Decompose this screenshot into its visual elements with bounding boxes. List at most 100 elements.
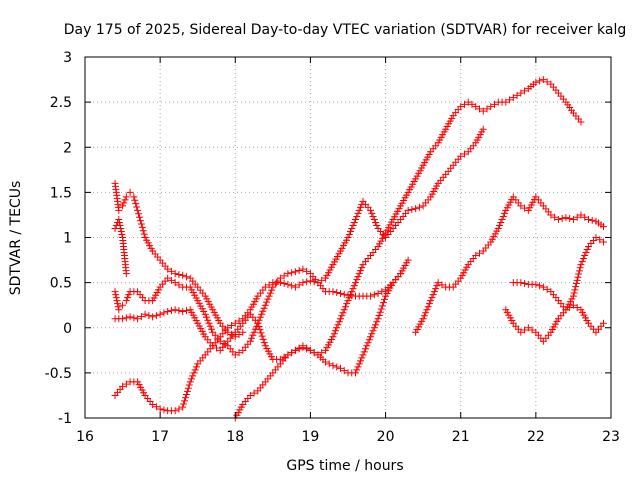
data-point — [577, 261, 585, 269]
data-point — [264, 295, 272, 303]
data-point — [599, 319, 607, 327]
data-point — [573, 303, 581, 311]
data-point — [355, 206, 363, 214]
data-point — [479, 125, 487, 133]
data-point — [543, 78, 551, 86]
data-point — [340, 290, 348, 298]
data-point — [167, 276, 175, 284]
data-point — [599, 223, 607, 231]
data-point — [130, 193, 138, 201]
data-point — [334, 321, 342, 329]
data-point — [207, 325, 215, 333]
data-point — [357, 267, 365, 275]
data-point — [476, 105, 483, 113]
data-point — [119, 315, 127, 323]
data-point — [288, 282, 296, 290]
data-point — [364, 339, 372, 347]
data-point — [135, 210, 143, 218]
data-point — [566, 215, 574, 223]
data-point — [125, 291, 133, 299]
data-point — [134, 315, 142, 323]
data-point — [341, 303, 349, 311]
data-point — [350, 218, 358, 226]
data-point — [258, 310, 266, 318]
data-point — [121, 196, 129, 204]
data-point — [152, 403, 160, 411]
data-point — [472, 103, 480, 111]
series-track-8 — [502, 301, 607, 345]
data-point — [329, 288, 337, 296]
series-track-3 — [111, 265, 405, 359]
data-point — [599, 238, 607, 246]
data-point — [167, 307, 175, 315]
data-point — [358, 264, 366, 272]
y-tick-label: 0.5 — [50, 276, 72, 292]
data-point — [329, 333, 337, 341]
data-point — [175, 405, 183, 413]
data-point — [303, 267, 311, 275]
data-point — [336, 364, 344, 372]
data-point — [156, 405, 164, 413]
data-point — [420, 312, 428, 320]
data-point — [250, 389, 258, 397]
data-point — [318, 276, 326, 284]
data-point — [408, 206, 416, 214]
data-point — [349, 221, 357, 229]
data-point — [329, 362, 337, 370]
data-point — [579, 255, 587, 263]
data-point — [345, 230, 353, 238]
data-point — [521, 280, 529, 288]
data-point — [126, 313, 134, 321]
data-point — [266, 289, 274, 297]
data-point — [204, 316, 212, 324]
data-point — [577, 211, 585, 219]
data-point — [280, 272, 288, 280]
data-point — [259, 307, 267, 315]
data-point — [149, 313, 157, 321]
data-point — [428, 294, 436, 302]
data-point — [355, 270, 363, 278]
series-track-7 — [412, 193, 607, 336]
data-point — [424, 303, 432, 311]
grid-lines — [85, 57, 611, 418]
data-point — [509, 94, 517, 102]
data-point — [577, 118, 585, 126]
data-point — [521, 87, 529, 95]
data-point — [258, 332, 266, 340]
data-point — [338, 312, 346, 320]
data-point — [348, 224, 356, 232]
x-tick-label: 23 — [602, 429, 620, 445]
data-point — [362, 345, 370, 353]
data-point — [375, 312, 383, 320]
data-point — [122, 193, 130, 201]
data-point — [412, 205, 420, 213]
data-point — [483, 105, 491, 113]
data-point — [122, 380, 130, 388]
data-point — [291, 268, 299, 276]
y-tick-label: 1 — [63, 231, 72, 247]
data-point — [131, 196, 139, 204]
data-point — [295, 281, 303, 289]
data-point — [160, 406, 168, 414]
data-point — [179, 308, 187, 316]
series-track-1 — [111, 179, 247, 341]
data-point — [118, 230, 126, 238]
x-tick-label: 18 — [226, 429, 244, 445]
y-tick-label: 3 — [63, 50, 72, 66]
data-point — [224, 324, 232, 332]
data-point — [532, 78, 540, 86]
data-point — [558, 215, 566, 223]
data-point — [235, 317, 243, 325]
data-point — [588, 216, 596, 224]
data-point — [352, 215, 360, 223]
data-point — [372, 218, 380, 226]
data-point — [494, 224, 502, 232]
data-point — [250, 328, 258, 336]
data-point — [179, 271, 187, 279]
data-point — [551, 213, 559, 221]
data-point — [119, 202, 127, 210]
data-point — [167, 267, 175, 275]
data-point — [303, 278, 311, 286]
data-point — [355, 360, 363, 368]
data-point — [572, 280, 580, 288]
